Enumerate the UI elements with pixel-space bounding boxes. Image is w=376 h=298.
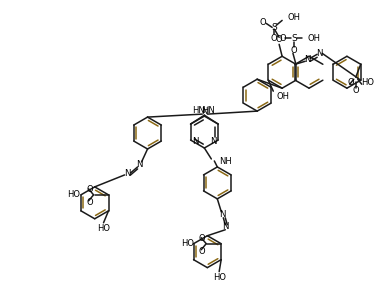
Text: OH: OH: [308, 34, 321, 43]
Text: N: N: [210, 136, 217, 145]
Text: OH: OH: [276, 92, 289, 101]
Text: HO: HO: [361, 78, 374, 87]
Text: S: S: [291, 34, 297, 43]
Text: N: N: [201, 107, 208, 116]
Text: O: O: [291, 46, 297, 55]
Text: O: O: [199, 247, 206, 256]
Text: O: O: [199, 234, 206, 243]
Text: OH: OH: [287, 13, 300, 22]
Text: O: O: [86, 185, 93, 194]
Text: S: S: [271, 23, 277, 32]
Text: HO: HO: [68, 190, 80, 199]
Text: O: O: [86, 198, 93, 207]
Text: O: O: [276, 35, 282, 44]
Text: O: O: [352, 86, 359, 95]
Text: O: O: [347, 78, 354, 87]
Text: N: N: [222, 222, 229, 231]
Text: HO: HO: [213, 273, 226, 282]
Text: HO: HO: [97, 224, 110, 233]
Text: O: O: [280, 34, 286, 43]
Text: N: N: [136, 160, 143, 170]
Text: O: O: [260, 18, 267, 27]
Text: N: N: [304, 55, 311, 64]
Text: HN: HN: [192, 105, 205, 115]
Text: O: O: [271, 34, 277, 43]
Text: N: N: [316, 49, 322, 58]
Text: N: N: [124, 170, 131, 179]
Text: N: N: [219, 210, 226, 219]
Text: HO: HO: [181, 239, 194, 248]
Text: N: N: [192, 136, 199, 145]
Text: NH: NH: [219, 157, 232, 167]
Text: HN: HN: [202, 105, 215, 115]
